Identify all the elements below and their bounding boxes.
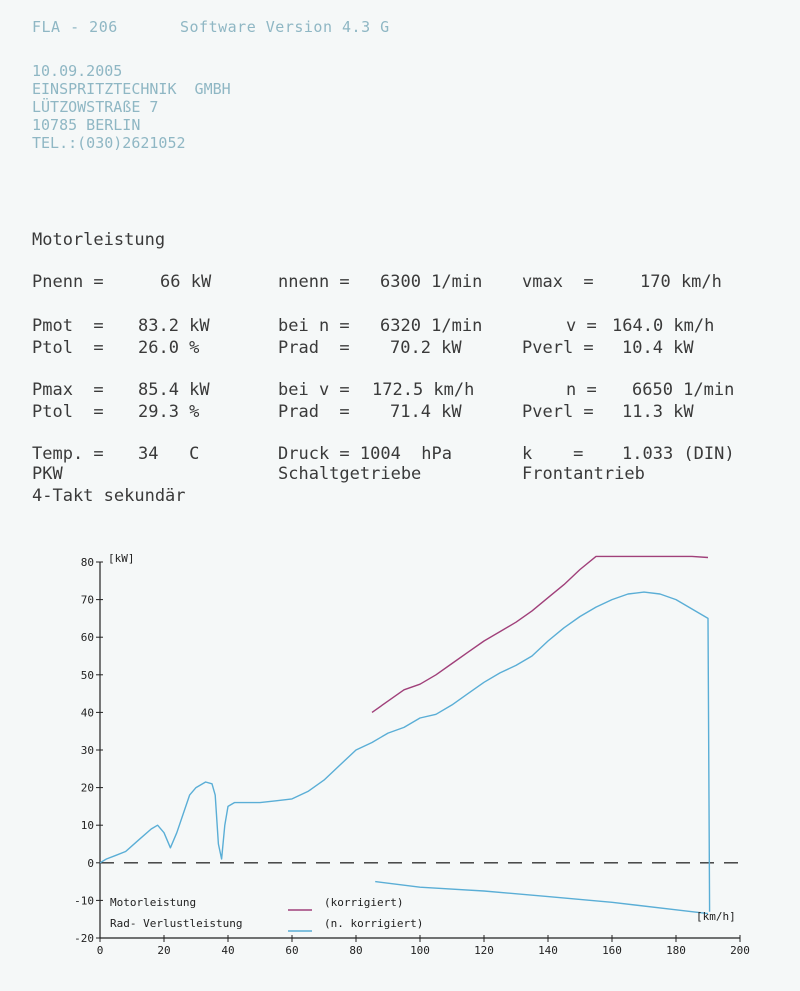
- nnenn-value: 6300 1/min: [380, 272, 483, 292]
- n-value: 6650 1/min: [632, 380, 735, 400]
- k-value: 1.033 (DIN): [622, 444, 735, 464]
- temp-label: Temp. =: [32, 444, 104, 464]
- y-tick-label: 0: [87, 857, 94, 870]
- x-tick-label: 60: [285, 944, 298, 957]
- pverl1-label: Pverl =: [522, 338, 594, 358]
- chart-axes: -20 -10 0 10 20 30 40 50 60 70 80 0 20 40 60 80 100 120 14…: [74, 556, 750, 957]
- ptol1-label: Ptol =: [32, 338, 104, 358]
- city: 10785 BERLIN: [32, 116, 141, 134]
- pverl1-value: 10.4 kW: [622, 338, 694, 358]
- x-tick-label: 40: [221, 944, 234, 957]
- y-tick-label: 20: [81, 782, 94, 795]
- legend-rad-name: Rad- Verlustleistung: [110, 917, 242, 930]
- bei-v-label: bei v =: [278, 380, 350, 400]
- drive-type: Frontantrieb: [522, 464, 645, 484]
- x-tick-label: 200: [730, 944, 750, 957]
- x-tick-label: 80: [349, 944, 362, 957]
- pmot-value: 83.2 kW: [138, 316, 210, 336]
- x-tick-label: 120: [474, 944, 494, 957]
- k-label: k =: [522, 444, 584, 464]
- x-tick-label: 160: [602, 944, 622, 957]
- device-id: FLA - 206: [32, 18, 118, 36]
- x-tick-label: 0: [97, 944, 104, 957]
- pmot-label: Pmot =: [32, 316, 104, 336]
- prad1-label: Prad =: [278, 338, 350, 358]
- n-label: n =: [566, 380, 597, 400]
- phone: TEL.:(030)2621052: [32, 134, 186, 152]
- bei-v-value: 172.5 km/h: [372, 380, 475, 400]
- pnenn-value: 66 kW: [160, 272, 212, 292]
- series-rad_loss-line: [375, 880, 709, 915]
- y-tick-label: 60: [81, 631, 94, 644]
- ptol2-label: Ptol =: [32, 402, 104, 422]
- y-axis-label: [kW]: [108, 552, 135, 565]
- x-tick-label: 100: [410, 944, 430, 957]
- date: 10.09.2005: [32, 62, 123, 80]
- y-tick-label: 80: [81, 556, 94, 569]
- software-version: Software Version 4.3 G: [180, 18, 390, 36]
- y-tick-label: -10: [74, 894, 94, 907]
- bei-n-label: bei n =: [278, 316, 350, 336]
- x-tick-label: 140: [538, 944, 558, 957]
- y-tick-label: 40: [81, 706, 94, 719]
- vmax-label: vmax =: [522, 272, 594, 292]
- street: LÜTZOWSTRAßE 7: [32, 98, 159, 116]
- vehicle-type: PKW: [32, 464, 63, 484]
- pmax-value: 85.4 kW: [138, 380, 210, 400]
- prad1-value: 70.2 kW: [390, 338, 462, 358]
- power-chart: -20 -10 0 10 20 30 40 50 60 70 80 0 20 40 60 80 100 120 14…: [74, 552, 750, 957]
- legend-motor-note: (korrigiert): [324, 896, 403, 909]
- report-title: Motorleistung: [32, 230, 166, 250]
- x-tick-label: 20: [157, 944, 170, 957]
- temp-value: 34 C: [138, 444, 200, 464]
- legend-rad-note: (n. korrigiert): [324, 917, 423, 930]
- y-tick-label: 50: [81, 669, 94, 682]
- x-tick-label: 180: [666, 944, 686, 957]
- chart-legend: Motorleistung (korrigiert) Rad- Verlustl…: [110, 896, 423, 932]
- pressure: Druck = 1004 hPa: [278, 444, 452, 464]
- legend-motor-name: Motorleistung: [110, 896, 196, 909]
- v-label: v =: [566, 316, 597, 336]
- nnenn-label: nnenn =: [278, 272, 350, 292]
- bei-n-value: 6320 1/min: [380, 316, 483, 336]
- x-axis-label: [km/h]: [696, 910, 736, 923]
- company-name: EINSPRITZTECHNIK GMBH: [32, 80, 231, 98]
- y-tick-label: 10: [81, 819, 94, 832]
- address-block: 10.09.2005 EINSPRITZTECHNIK GMBH LÜTZOWS…: [32, 62, 231, 152]
- series-rad-line: [99, 591, 711, 912]
- pverl2-value: 11.3 kW: [622, 402, 694, 422]
- pmax-label: Pmax =: [32, 380, 104, 400]
- engine-type: 4-Takt sekundär: [32, 486, 186, 506]
- y-tick-label: -20: [74, 932, 94, 945]
- vmax-value: 170 km/h: [640, 272, 722, 292]
- series-motor-line: [371, 555, 709, 713]
- gearbox-type: Schaltgetriebe: [278, 464, 422, 484]
- prad2-label: Prad =: [278, 402, 350, 422]
- pverl2-label: Pverl =: [522, 402, 594, 422]
- v-value: 164.0 km/h: [612, 316, 715, 336]
- ptol2-value: 29.3 %: [138, 402, 200, 422]
- ptol1-value: 26.0 %: [138, 338, 200, 358]
- chart-series: [99, 555, 711, 915]
- pnenn-label: Pnenn =: [32, 272, 104, 292]
- y-tick-label: 30: [81, 744, 94, 757]
- prad2-value: 71.4 kW: [390, 402, 462, 422]
- y-tick-label: 70: [81, 594, 94, 607]
